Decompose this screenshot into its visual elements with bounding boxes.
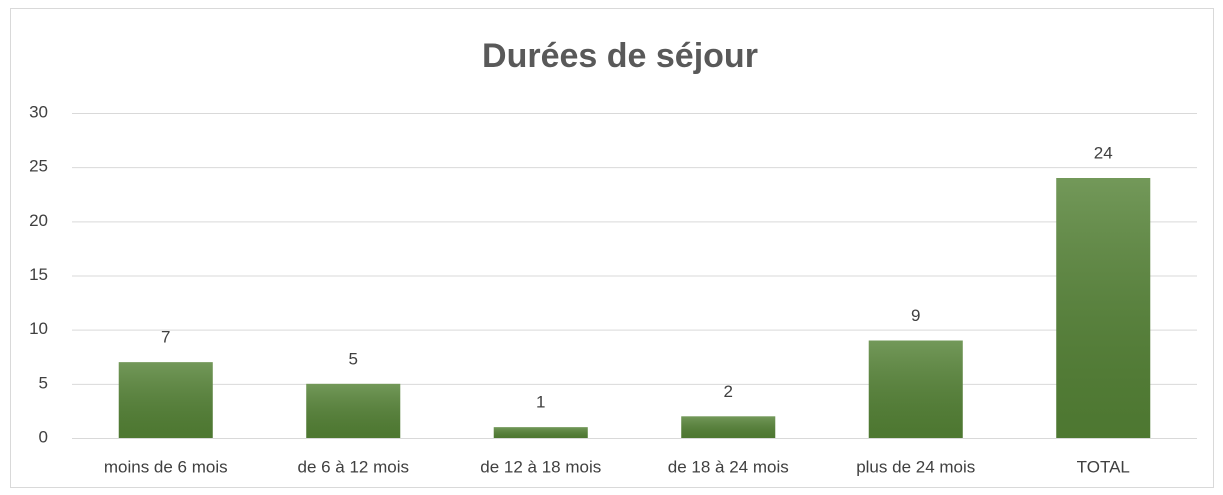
chart-title: Durées de séjour bbox=[482, 37, 758, 75]
bar-shade bbox=[493, 427, 588, 438]
data-label: 24 bbox=[1094, 143, 1113, 162]
x-tick-label: de 12 à 18 mois bbox=[480, 457, 601, 476]
y-tick-label: 10 bbox=[29, 319, 48, 338]
y-tick-label: 0 bbox=[39, 427, 48, 446]
y-tick-label: 20 bbox=[29, 211, 48, 230]
y-tick-label: 25 bbox=[29, 157, 48, 176]
y-tick-label: 5 bbox=[39, 373, 48, 392]
data-label: 2 bbox=[724, 382, 733, 401]
x-tick-label: plus de 24 mois bbox=[856, 457, 975, 476]
data-label: 9 bbox=[911, 306, 920, 325]
x-tick-label: de 18 à 24 mois bbox=[668, 457, 789, 476]
bar-shade bbox=[306, 383, 401, 438]
x-tick-label: de 6 à 12 mois bbox=[297, 457, 409, 476]
y-tick-label: 15 bbox=[29, 265, 48, 284]
x-tick-label: TOTAL bbox=[1077, 457, 1130, 476]
data-label: 5 bbox=[349, 349, 358, 368]
bar-shade bbox=[118, 362, 213, 438]
data-label: 7 bbox=[161, 328, 170, 347]
y-tick-label: 30 bbox=[29, 102, 48, 121]
bar-shade bbox=[1056, 178, 1151, 438]
data-label: 1 bbox=[536, 393, 545, 412]
bar-shade bbox=[868, 340, 963, 438]
x-tick-label: moins de 6 mois bbox=[104, 457, 228, 476]
bar-shade bbox=[681, 416, 776, 438]
